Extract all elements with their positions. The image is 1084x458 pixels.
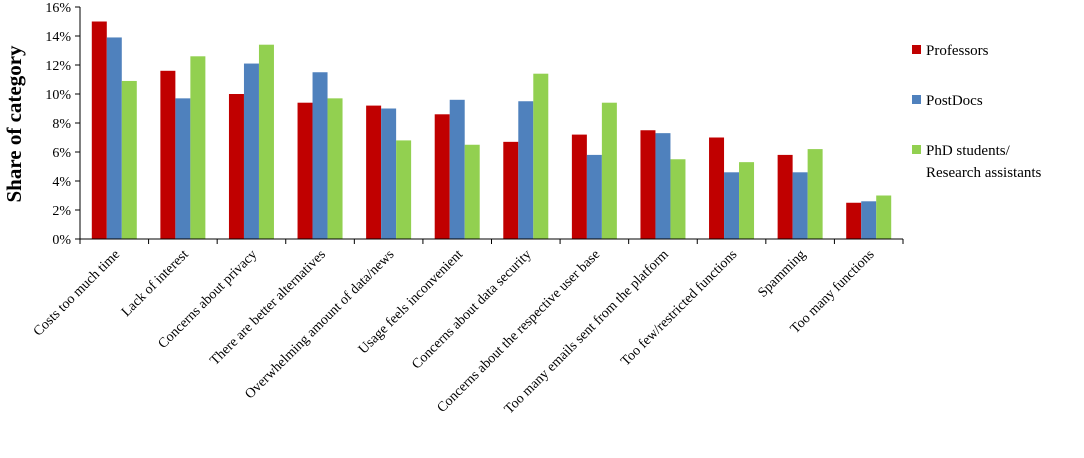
bar-3-6 xyxy=(464,144,480,239)
category-label: Too few/restricted functions xyxy=(618,247,740,369)
bar-3-9 xyxy=(670,159,686,239)
bar-1-7 xyxy=(503,141,519,239)
bar-1-9 xyxy=(640,130,656,239)
y-tick-label: 2% xyxy=(52,204,71,219)
y-tick-label: 14% xyxy=(45,30,71,45)
bar-1-4 xyxy=(297,102,313,239)
legend-swatch xyxy=(912,95,921,104)
bar-2-7 xyxy=(518,101,534,239)
bar-2-9 xyxy=(655,133,671,239)
bar-3-12 xyxy=(876,195,892,239)
legend: Professors PostDocs PhD students/Research … xyxy=(912,43,1042,181)
bar-2-4 xyxy=(312,72,328,239)
bar-1-6 xyxy=(434,114,450,239)
y-tick-label: 8% xyxy=(52,117,71,132)
bar-3-3 xyxy=(258,44,274,240)
bar-1-12 xyxy=(846,202,862,239)
bar-2-2 xyxy=(175,98,191,239)
bar-3-5 xyxy=(396,140,412,239)
bar-1-3 xyxy=(228,94,244,239)
bar-1-8 xyxy=(571,134,587,239)
bar-2-12 xyxy=(861,201,877,239)
bar-1-5 xyxy=(366,105,382,239)
legend-label: PostDocs xyxy=(926,93,983,109)
y-tick-label: 16% xyxy=(45,1,71,16)
category-label: Concerns about data security xyxy=(409,247,534,372)
legend-label: PhD students/ xyxy=(926,143,1011,159)
y-axis: 0% 2% 4% 6% 8% 10% 12% 14% 16% xyxy=(45,1,904,248)
y-tick-label: 4% xyxy=(52,175,71,190)
bar-2-1 xyxy=(106,37,122,240)
bars-group xyxy=(91,21,892,240)
bar-2-10 xyxy=(724,172,740,239)
bar-3-8 xyxy=(601,102,617,239)
category-label: Lack of interest xyxy=(119,247,192,320)
bar-3-7 xyxy=(533,73,549,239)
bar-3-2 xyxy=(190,56,206,239)
legend-label: Research assistants xyxy=(926,165,1042,181)
bar-3-1 xyxy=(121,80,137,239)
bar-3-4 xyxy=(327,98,343,239)
category-label: There are better alternatives xyxy=(208,247,329,368)
bar-2-11 xyxy=(792,172,808,239)
bar-1-11 xyxy=(777,154,793,239)
bar-1-10 xyxy=(709,137,725,239)
bar-2-8 xyxy=(586,154,602,239)
bar-2-5 xyxy=(381,108,397,239)
category-label: Costs too much time xyxy=(31,247,123,339)
bar-1-2 xyxy=(160,70,176,239)
bar-1-1 xyxy=(91,21,107,239)
legend-swatch xyxy=(912,45,921,54)
category-label: Overwhelming amount of data/news xyxy=(243,247,398,402)
y-tick-label: 0% xyxy=(52,233,71,248)
legend-swatch xyxy=(912,145,921,154)
bar-3-11 xyxy=(807,149,823,239)
legend-label: Professors xyxy=(926,43,989,59)
bar-2-6 xyxy=(449,99,465,239)
bar-2-3 xyxy=(243,63,259,239)
category-label: Spamming xyxy=(755,247,809,301)
y-tick-label: 10% xyxy=(45,88,71,103)
bar-3-10 xyxy=(739,162,755,239)
y-tick-label: 6% xyxy=(52,146,71,161)
y-tick-label: 12% xyxy=(45,59,71,74)
y-axis-title: Share of category xyxy=(2,45,26,203)
